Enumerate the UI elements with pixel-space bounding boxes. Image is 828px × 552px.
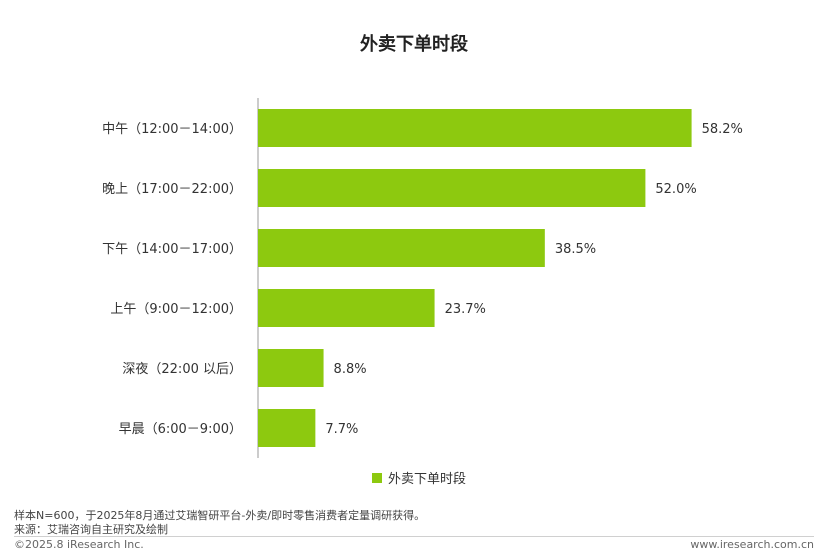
legend: 外卖下单时段 — [372, 468, 466, 487]
category-label: 下午（14:00－17:00） — [102, 242, 242, 257]
website-link[interactable]: www.iresearch.com.cn — [690, 538, 814, 551]
legend-label: 外卖下单时段 — [388, 472, 467, 487]
copyright: ©2025.8 iResearch Inc. — [14, 538, 144, 551]
bar — [258, 289, 435, 327]
category-label: 深夜（22:00 以后） — [122, 362, 242, 377]
category-label: 晚上（17:00－22:00） — [102, 182, 242, 197]
bar — [258, 229, 545, 267]
bar — [258, 409, 316, 447]
legend-swatch — [372, 472, 382, 483]
footer-divider — [14, 536, 814, 537]
value-label: 7.7% — [325, 422, 358, 437]
value-label: 52.0% — [655, 182, 696, 197]
bar — [258, 169, 646, 207]
value-label: 23.7% — [445, 302, 486, 317]
value-label: 38.5% — [555, 242, 596, 257]
category-label: 中午（12:00－14:00） — [102, 122, 242, 137]
category-label: 早晨（6:00－9:00） — [119, 422, 242, 437]
value-label: 58.2% — [702, 122, 743, 137]
value-label: 8.8% — [334, 362, 367, 377]
bar — [258, 349, 324, 387]
category-label: 上午（9:00－12:00） — [110, 302, 242, 317]
footer-notes: 样本N=600，于2025年8月通过艾瑞智研平台-外卖/即时零售消费者定量调研获… — [14, 509, 425, 537]
bar — [258, 109, 692, 147]
sample-note: 样本N=600，于2025年8月通过艾瑞智研平台-外卖/即时零售消费者定量调研获… — [14, 509, 426, 522]
source-note: 来源：艾瑞咨询自主研究及绘制 — [14, 523, 168, 536]
chart-title: 外卖下单时段 — [360, 34, 468, 55]
